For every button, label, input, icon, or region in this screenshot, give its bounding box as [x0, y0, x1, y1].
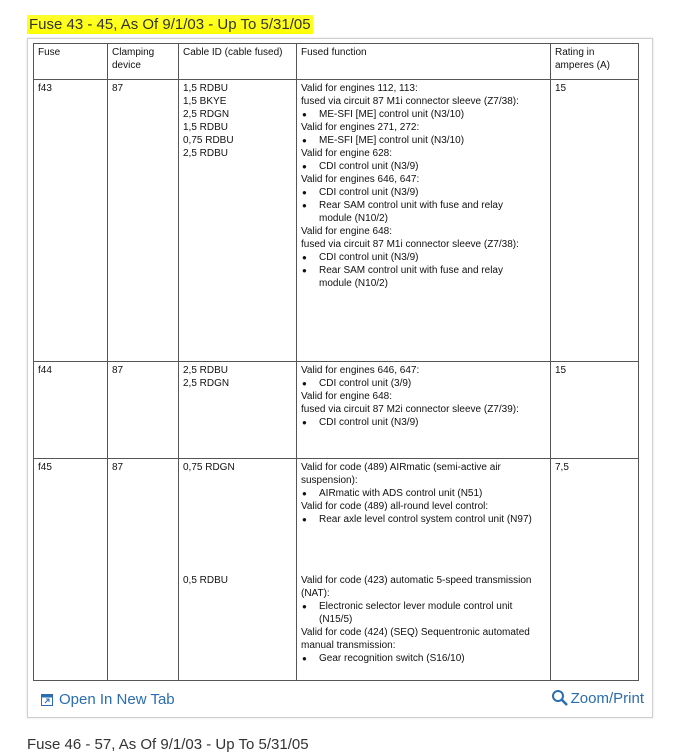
open-link[interactable]: Open In New Tab: [41, 691, 175, 708]
bullet-item: Rear SAM control unit with fuse and rela…: [301, 199, 536, 225]
panel: Fuse Clamping device Cable ID (cable fused…: [27, 38, 653, 718]
cable-id: 1,5 BKYE: [183, 96, 227, 107]
clamping-cell: 87: [107, 361, 179, 459]
bullet-item: CDI control unit (N3/9): [301, 160, 536, 173]
function-cell: Valid for code (423) automatic 5-speed t…: [296, 571, 551, 681]
header-row: Fuse Clamping device Cable ID (cable fused…: [33, 43, 639, 80]
open-text[interactable]: Open In New Tab: [59, 691, 175, 708]
function-line: Valid for engine 648:: [301, 391, 392, 402]
cable-cell: 1,5 RDBU 1,5 BKYE 2,5 RDGN 1,5 RDBU 0,75 RDB…: [178, 79, 297, 362]
cable-id: 0,5 RDBU: [183, 574, 229, 586]
section-title: Fuse 43 - 45, As Of 9/1/03 - Up To 5/31/…: [27, 15, 313, 34]
rating-cell: 7,5: [550, 458, 639, 681]
zoom-link[interactable]: Zoom/Print: [551, 689, 644, 707]
zoom-icon: [551, 690, 568, 706]
function-line: fused via circuit 87 M1i connector sleev…: [301, 96, 519, 107]
cable-id: 2,5 RDGN: [183, 378, 230, 389]
bullet-item: CDI control unit (3/9): [301, 377, 536, 390]
table-row: 0,5 RDBU Valid for code (423) automatic 5…: [34, 571, 639, 681]
bullet-item: Electronic selector lever module control…: [301, 600, 536, 626]
cable-id: 2,5 RDBU: [183, 365, 229, 376]
cable-id: 0,75 RDGN: [183, 462, 235, 473]
table-row: f44 87 2,5 RDBU 2,5 RDGN Valid for engines 6…: [33, 361, 639, 459]
rating-cell: 15: [550, 361, 639, 459]
fuse-table: Fuse Clamping device Cable ID (cable fused…: [33, 43, 639, 681]
bullet-item: Gear recognition switch (S16/10): [301, 652, 536, 665]
cable-id: 2,5 RDGN: [183, 109, 230, 120]
bullet-item: ME-SFI [ME] control unit (N3/10): [301, 108, 536, 121]
column-header: Fuse: [33, 43, 108, 80]
function-line: fused via circuit 87 M2i connector sleev…: [301, 404, 519, 415]
function-line: Valid for code (424) (SEQ) Sequentronic …: [301, 626, 530, 651]
function-line: Valid for code (489) AIRmatic (semi-acti…: [301, 462, 501, 486]
cable-id: 1,5 RDBU: [183, 83, 229, 94]
function-line: Valid for code (423) automatic 5-speed t…: [301, 574, 532, 599]
table-row: f43 87 1,5 RDBU 1,5 BKYE 2,5 RDGN 1,5 RDBU 0,7…: [33, 79, 639, 362]
panel-footer: Open In New Tab Zoom/Print: [28, 689, 652, 713]
function-line: Valid for engine 628:: [301, 148, 392, 159]
cable-cell: 0,5 RDBU: [178, 571, 297, 681]
bullet-item: CDI control unit (N3/9): [301, 416, 536, 429]
function-line: Valid for engines 271, 272:: [301, 122, 420, 133]
function-line: Valid for engine 648:: [301, 226, 392, 237]
bullet-item: Rear axle level control system control u…: [301, 513, 536, 526]
cable-id: 1,5 RDBU: [183, 122, 229, 133]
cable-cell: 0,75 RDGN: [178, 458, 297, 572]
cable-cell: 2,5 RDBU 2,5 RDGN: [178, 361, 297, 459]
function-cell: Valid for engines 112, 113: fused via cir…: [296, 79, 551, 362]
bullet-item: AIRmatic with ADS control unit (N51): [301, 487, 536, 500]
function-line: Valid for code (489) all-round level con…: [301, 501, 489, 512]
fuse-cell: f43: [33, 79, 108, 362]
function-cell: Valid for engines 646, 647:CDI control u…: [296, 361, 551, 459]
fuse-cell: f45: [33, 458, 108, 681]
bullet-item: Rear SAM control unit with fuse and rela…: [301, 264, 536, 290]
function-line: Valid for engines 646, 647:: [301, 365, 420, 376]
bullet-item: CDI control unit (N3/9): [301, 251, 536, 264]
column-header: Clamping device: [107, 43, 179, 80]
table-row: f45 87 0,75 RDGN Valid for code (489) AIRma…: [33, 458, 639, 681]
function-line: Valid for engines 646, 647:: [301, 174, 420, 185]
function-line: Valid for engines 112, 113:: [301, 83, 418, 94]
fuse-cell: f44: [33, 361, 108, 459]
cable-id: 0,75 RDBU: [183, 135, 234, 146]
clamping-cell: 87: [107, 458, 179, 681]
bullet-item: CDI control unit (N3/9): [301, 186, 536, 199]
column-header: Cable ID (cable fused): [178, 43, 297, 80]
open-icon: [41, 693, 53, 706]
zoom-text[interactable]: Zoom/Print: [570, 689, 644, 707]
bullet-item: ME-SFI [ME] control unit (N3/10): [301, 134, 536, 147]
column-header: Rating in amperes (A): [550, 43, 639, 80]
function-cell: Valid for code (489) AIRmatic (semi-acti…: [296, 458, 551, 572]
next-section-title: Fuse 46 - 57, As Of 9/1/03 - Up To 5/31/…: [27, 736, 309, 753]
clamping-cell: 87: [107, 79, 179, 362]
function-line: fused via circuit 87 M1i connector sleev…: [301, 239, 519, 250]
cable-id: 2,5 RDBU: [183, 148, 229, 159]
rating-cell: 15: [550, 79, 639, 362]
column-header: Fused function: [296, 43, 551, 80]
